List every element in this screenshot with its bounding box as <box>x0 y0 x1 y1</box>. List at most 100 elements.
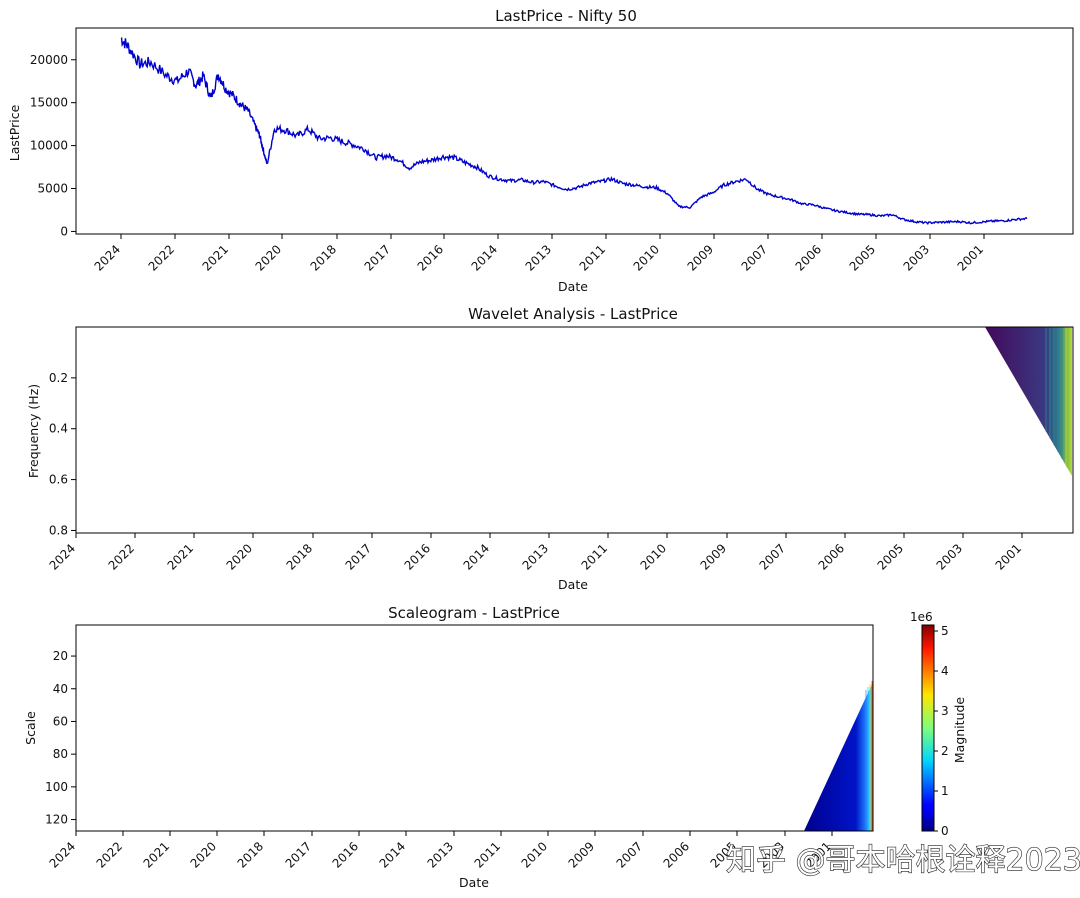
colorbar-tick-label: 1 <box>941 784 949 798</box>
wavelet-x-tick-label: 2010 <box>638 541 669 572</box>
colorbar-tick-label: 3 <box>941 704 949 718</box>
colorbar-tick-label: 5 <box>941 624 949 638</box>
scaleogram-x-tick-label: 2018 <box>235 839 266 870</box>
wavelet-x-tick-label: 2016 <box>402 541 433 572</box>
price-x-tick-label: 2013 <box>523 242 554 273</box>
scaleogram-x-tick-label: 2011 <box>472 839 503 870</box>
colorbar-label: Magnitude <box>952 697 967 764</box>
scaleogram-chart-title: Scaleogram - LastPrice <box>388 604 560 622</box>
scaleogram-x-ticks: 2024 2022 2021 2020 2018 2017 2016 2014 2013 2011… <box>47 831 834 871</box>
colorbar-offset-text: 1e6 <box>910 610 933 624</box>
wavelet-x-tick-label: 2009 <box>698 541 729 572</box>
scaleogram-x-tick-label: 2013 <box>425 839 456 870</box>
wavelet-x-tick-label: 2017 <box>343 541 374 572</box>
price-line-group <box>120 37 1028 225</box>
watermark-text: 知乎 @哥本哈根诠释2023 <box>726 843 1080 878</box>
scaleogram-y-tick-label: 100 <box>45 780 68 794</box>
wavelet-y-tick-label: 0.4 <box>49 422 68 436</box>
wavelet-y-tick-label: 0.8 <box>49 523 68 537</box>
scaleogram-x-tick-label: 2020 <box>188 839 219 870</box>
price-y-tick-label: 15000 <box>30 96 68 110</box>
wavelet-stripes <box>1045 327 1067 466</box>
price-x-tick-label: 2017 <box>362 242 393 273</box>
price-x-tick-label: 2006 <box>793 242 824 273</box>
scaleogram-x-tick-label: 2007 <box>614 839 645 870</box>
price-x-tick-label: 2016 <box>415 242 446 273</box>
scaleogram-y-axis-label: Scale <box>23 711 38 745</box>
wavelet-x-tick-label: 2011 <box>579 541 610 572</box>
wavelet-x-tick-label: 2022 <box>106 541 137 572</box>
price-x-tick-label: 2010 <box>631 242 662 273</box>
price-y-tick-label: 20000 <box>30 53 68 67</box>
colorbar-tick-label: 4 <box>941 664 949 678</box>
wavelet-y-tick-label: 0.6 <box>49 473 68 487</box>
colorbar-tick-label: 2 <box>941 744 949 758</box>
price-y-tick-label: 0 <box>60 224 68 238</box>
price-y-ticks: 0 5000 10000 15000 20000 <box>30 53 76 238</box>
price-x-tick-label: 2005 <box>847 242 878 273</box>
scaleogram-y-tick-label: 120 <box>45 813 68 827</box>
price-x-tick-label: 2003 <box>901 242 932 273</box>
price-y-axis-label: LastPrice <box>7 104 22 161</box>
price-x-tick-label: 2009 <box>685 242 716 273</box>
price-y-tick-label: 5000 <box>37 182 68 196</box>
price-chart-frame <box>75 27 1074 235</box>
wavelet-y-axis-label: Frequency (Hz) <box>26 384 41 478</box>
wavelet-x-tick-label: 2007 <box>757 541 788 572</box>
wavelet-x-tick-label: 2005 <box>875 541 906 572</box>
scaleogram-x-tick-label: 2006 <box>661 839 692 870</box>
price-x-axis-label: Date <box>558 279 588 294</box>
wavelet-y-ticks: 0.2 0.4 0.6 0.8 <box>49 371 76 537</box>
scaleogram-x-tick-label: 2014 <box>377 839 408 870</box>
wavelet-y-tick-label: 0.2 <box>49 371 68 385</box>
wavelet-x-tick-label: 2021 <box>165 541 196 572</box>
scaleogram-x-tick-label: 2010 <box>519 839 550 870</box>
scaleogram-x-tick-label: 2017 <box>283 839 314 870</box>
scaleogram-y-ticks: 20 40 60 80 100 120 <box>45 649 76 827</box>
colorbar: 1e6 0 1 2 3 4 5 Magnitude <box>910 610 967 838</box>
scaleogram-x-tick-label: 2024 <box>47 839 78 870</box>
price-x-tick-label: 2022 <box>146 242 177 273</box>
price-x-tick-label: 2024 <box>92 242 123 273</box>
wavelet-x-tick-label: 2013 <box>520 541 551 572</box>
price-chart: LastPrice - Nifty 50 0 5000 10000 15000 2000… <box>7 7 1074 294</box>
scaleogram-y-tick-label: 40 <box>53 682 68 696</box>
scaleogram-x-tick-label: 2022 <box>94 839 125 870</box>
price-x-tick-label: 2018 <box>308 242 339 273</box>
price-x-ticks: 2024 2022 2021 2020 2018 2017 2016 2014 2013 2011… <box>92 234 986 274</box>
price-x-tick-label: 2011 <box>577 242 608 273</box>
scaleogram-stripes <box>865 681 873 831</box>
scaleogram-x-tick-label: 2016 <box>330 839 361 870</box>
scaleogram-x-axis-label: Date <box>459 875 489 890</box>
scaleogram-y-tick-label: 20 <box>53 649 68 663</box>
price-chart-title: LastPrice - Nifty 50 <box>495 7 637 25</box>
scaleogram-chart-frame <box>75 624 874 832</box>
colorbar-gradient <box>921 624 935 832</box>
price-x-tick-label: 2001 <box>955 242 986 273</box>
price-x-tick-label: 2014 <box>469 242 500 273</box>
wavelet-wedge <box>985 327 1072 476</box>
wavelet-chart-frame <box>75 326 1074 534</box>
wavelet-chart: Wavelet Analysis - LastPrice 0.20.40.60.… <box>26 305 1074 592</box>
price-x-tick-label: 2007 <box>739 242 770 273</box>
wavelet-x-axis-label: Date <box>558 577 588 592</box>
scaleogram-x-tick-label: 2021 <box>141 839 172 870</box>
wavelet-chart-title: Wavelet Analysis - LastPrice <box>468 305 678 323</box>
price-x-tick-label: 2020 <box>253 242 284 273</box>
colorbar-tick-label: 0 <box>941 824 949 838</box>
wavelet-x-tick-label: 2006 <box>816 541 847 572</box>
wavelet-x-tick-label: 2014 <box>461 541 492 572</box>
price-line <box>120 37 1028 225</box>
price-y-tick-label: 10000 <box>30 139 68 153</box>
wavelet-x-tick-label: 2003 <box>934 541 965 572</box>
wavelet-x-tick-label: 2020 <box>224 541 255 572</box>
wavelet-x-ticks: 2024 2022 2021 2020 2018 2017 2016 2014 2013 2011… <box>47 533 1024 573</box>
wavelet-x-tick-label: 2001 <box>993 541 1024 572</box>
scaleogram-y-tick-label: 60 <box>53 714 68 728</box>
price-x-tick-label: 2021 <box>200 242 231 273</box>
scaleogram-y-tick-label: 80 <box>53 747 68 761</box>
wavelet-x-tick-label: 2018 <box>284 541 315 572</box>
scaleogram-x-tick-label: 2009 <box>566 839 597 870</box>
wavelet-x-tick-label: 2024 <box>47 541 78 572</box>
